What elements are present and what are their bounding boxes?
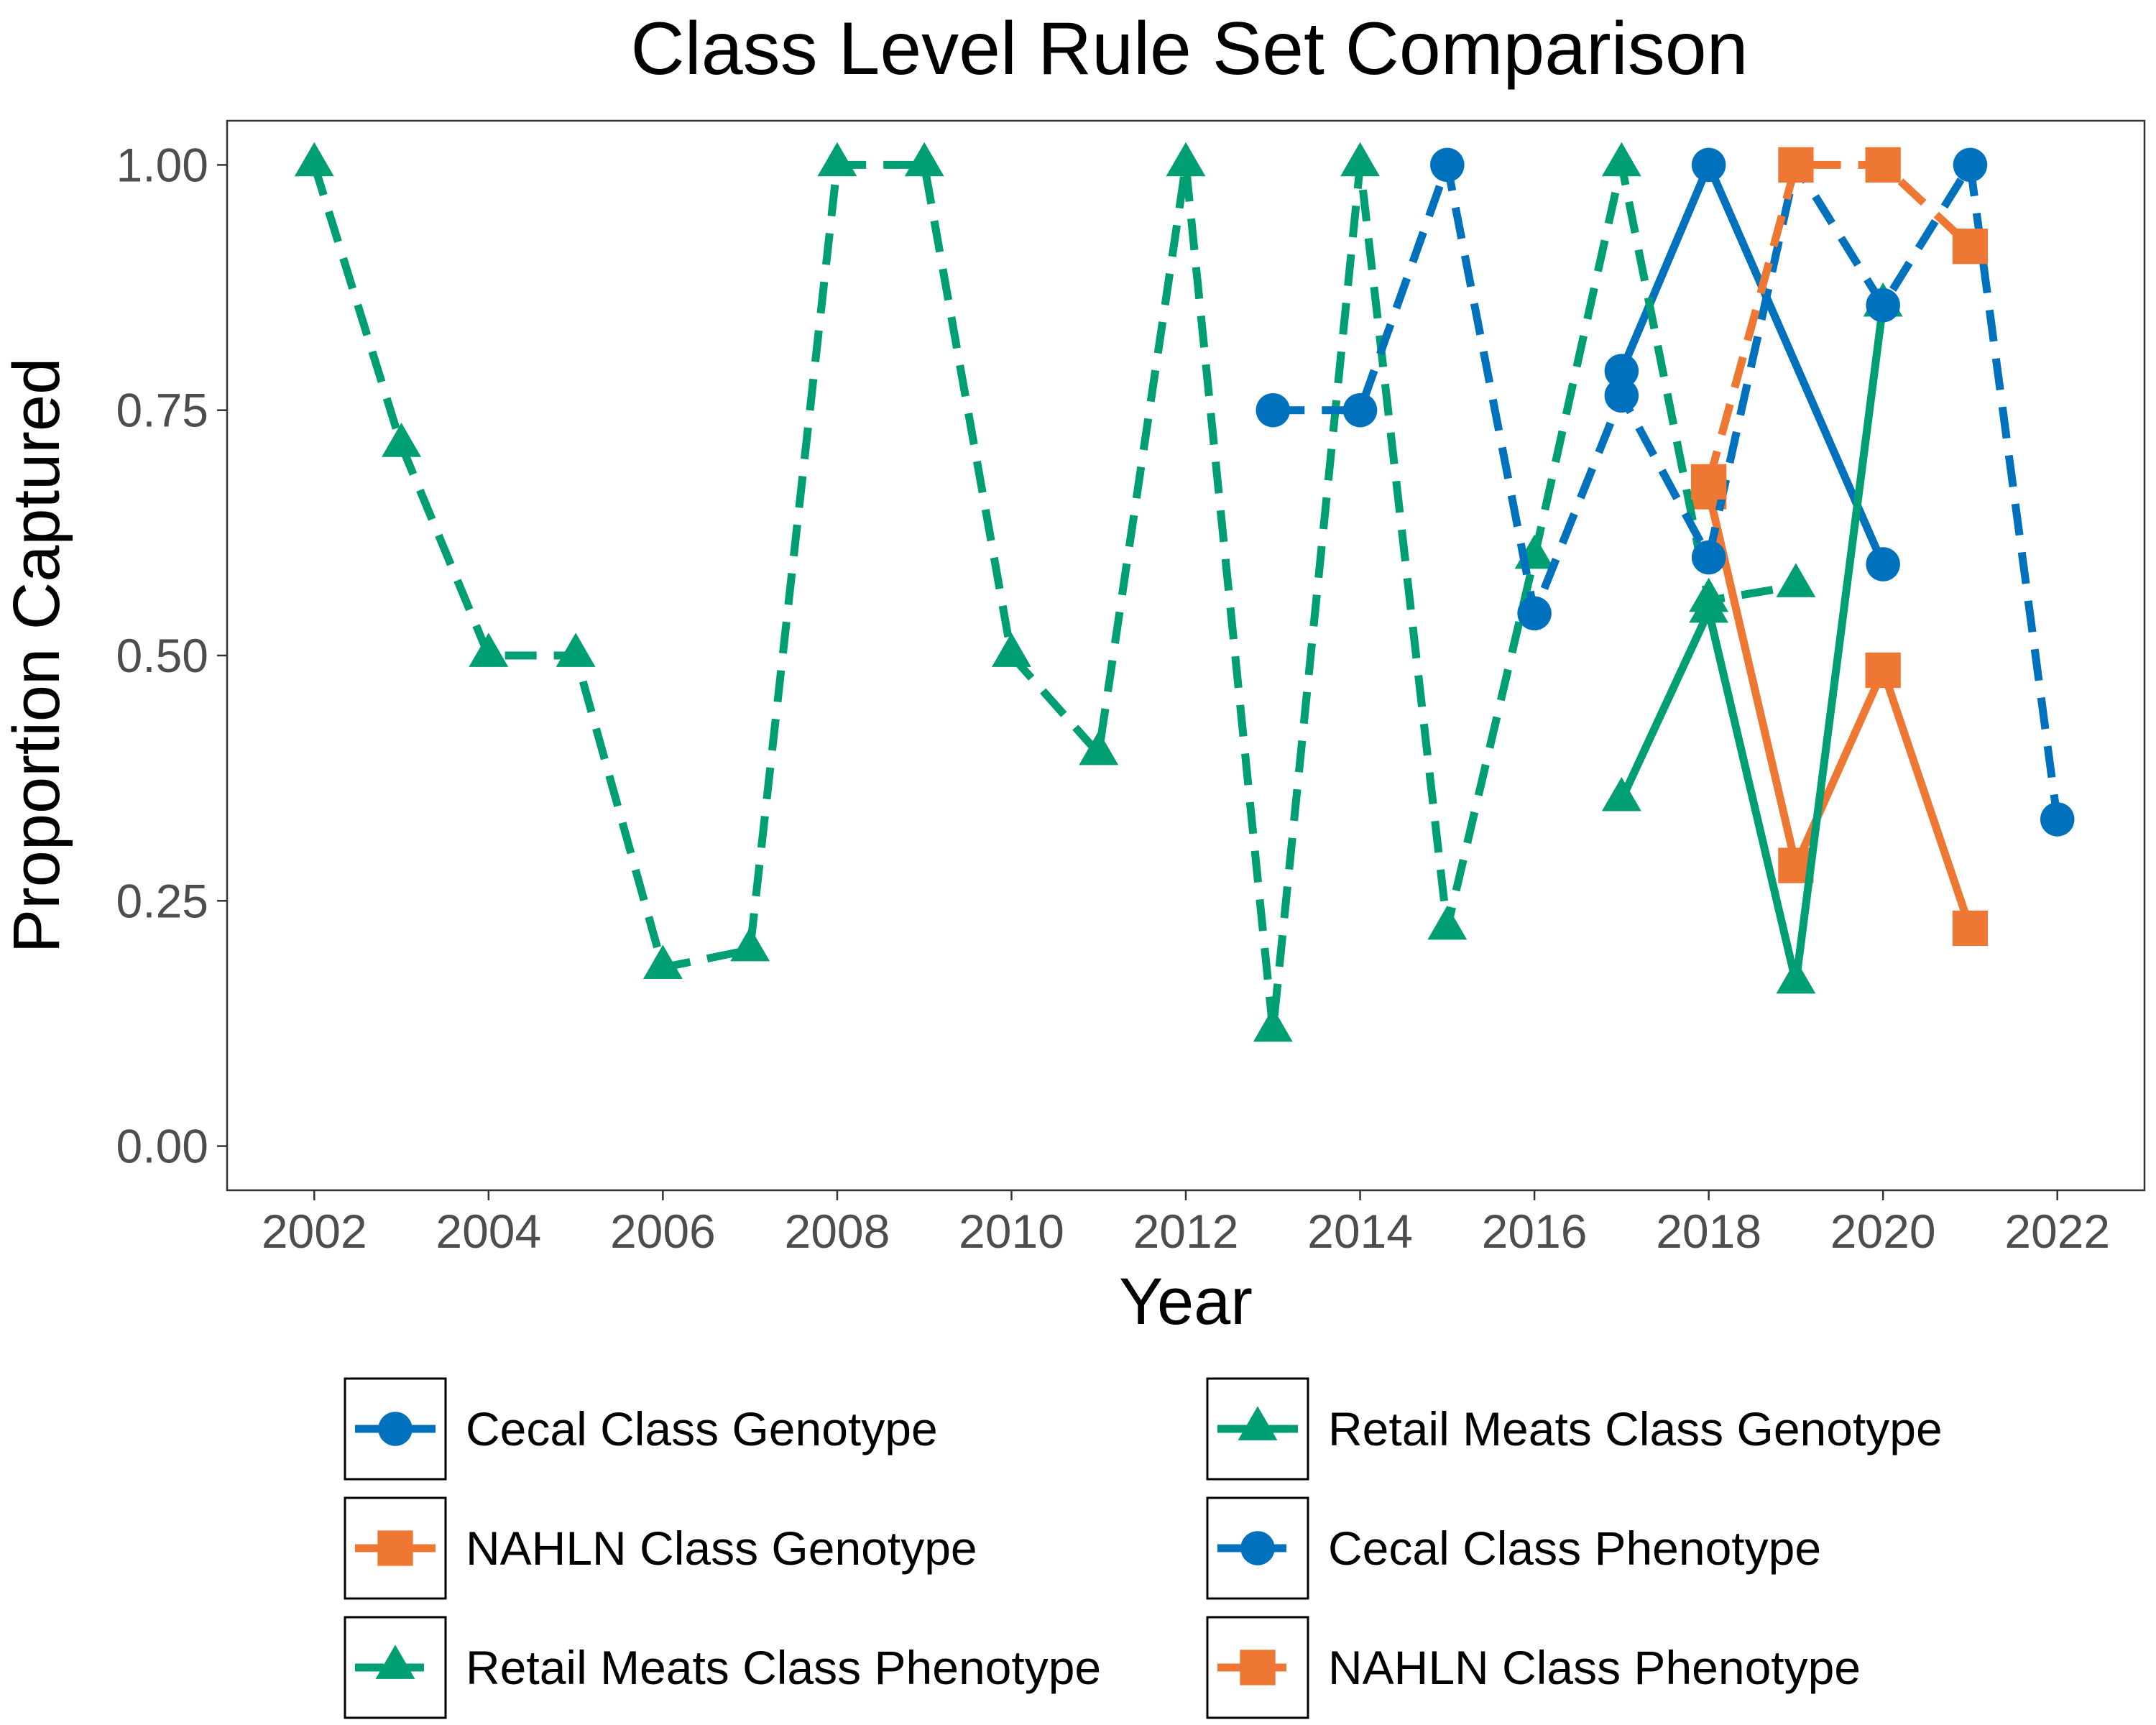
- data-point: [1866, 288, 1900, 323]
- x-tick-label: 2012: [1133, 1205, 1239, 1258]
- data-point: [1689, 588, 1729, 623]
- y-tick-label: 0.50: [116, 629, 208, 682]
- data-point: [817, 142, 857, 177]
- legend-key-marker: [378, 1412, 413, 1446]
- series-line: [1273, 160, 2062, 820]
- legend-item-cecal-class-genotype: Cecal Class Genotype: [344, 1377, 938, 1481]
- data-point: [1865, 652, 1901, 689]
- legend-label: Retail Meats Class Phenotype: [466, 1641, 1101, 1694]
- data-point: [294, 142, 334, 177]
- legend: Cecal Class Genotype Retail Meats Class G…: [344, 1377, 1943, 1719]
- legend-item-retail-meats-class-genotype: Retail Meats Class Genotype: [1206, 1377, 1943, 1481]
- data-point: [1601, 142, 1641, 177]
- data-point: [1691, 147, 1726, 183]
- x-axis: 2002 2004 2006 2008 2010 2012 2014 2016 2018 2020…: [262, 1190, 2110, 1258]
- data-point: [1340, 142, 1380, 177]
- legend-item-retail-meats-class-phenotype: Retail Meats Class Phenotype: [344, 1616, 1101, 1719]
- data-point: [1776, 959, 1816, 994]
- data-point: [1776, 563, 1816, 597]
- x-axis-title: Year: [1119, 1265, 1253, 1338]
- data-point: [1427, 905, 1468, 940]
- y-tick-label: 0.00: [116, 1120, 208, 1173]
- y-axis: 0.00 0.25 0.50 0.75 1.00: [116, 138, 227, 1173]
- x-tick-label: 2014: [1307, 1205, 1413, 1258]
- data-point: [642, 944, 683, 979]
- data-point: [2040, 802, 2075, 837]
- y-tick-label: 1.00: [116, 138, 208, 191]
- data-point: [1691, 540, 1726, 575]
- data-point: [1253, 1007, 1293, 1042]
- data-point: [1952, 910, 1989, 947]
- legend-item-cecal-class-phenotype: Cecal Class Phenotype: [1206, 1496, 1821, 1600]
- series-line: [1705, 160, 1973, 483]
- legend-label: NAHLN Class Phenotype: [1328, 1641, 1861, 1694]
- x-tick-label: 2018: [1656, 1205, 1761, 1258]
- data-point: [1952, 229, 1989, 264]
- y-tick-label: 0.25: [116, 874, 208, 927]
- data-point: [992, 632, 1031, 667]
- data-point: [1430, 147, 1465, 183]
- series-nahln-class-phenotype: [1690, 147, 1989, 500]
- x-tick-label: 2016: [1482, 1205, 1588, 1258]
- x-tick-label: 2010: [959, 1205, 1064, 1258]
- legend-label: Retail Meats Class Genotype: [1328, 1402, 1943, 1455]
- legend-label: Cecal Class Genotype: [466, 1402, 938, 1455]
- legend-key-marker: [1240, 1650, 1276, 1685]
- series-retail-meats-class-phenotype: [294, 142, 1816, 1042]
- plot-panel: [226, 119, 2146, 1192]
- legend-key-marker: [377, 1530, 413, 1566]
- x-tick-label: 2006: [610, 1205, 716, 1258]
- data-point: [1953, 147, 1988, 183]
- legend-key-marker: [1238, 1406, 1278, 1440]
- data-point: [904, 142, 944, 177]
- data-point: [1517, 596, 1552, 631]
- data-point: [1604, 354, 1639, 388]
- series-layer: [294, 142, 2075, 1042]
- data-point: [556, 632, 596, 667]
- data-point: [1866, 547, 1900, 581]
- data-point: [1079, 730, 1119, 765]
- data-point: [1166, 142, 1206, 177]
- data-point: [1604, 378, 1639, 413]
- data-point: [1256, 392, 1291, 428]
- x-tick-label: 2004: [436, 1205, 541, 1258]
- x-tick-label: 2020: [1830, 1205, 1936, 1258]
- legend-label: NAHLN Class Genotype: [466, 1522, 977, 1575]
- chart-title: Class Level Rule Set Comparison: [631, 7, 1749, 91]
- series-line: [310, 160, 1797, 1034]
- data-point: [469, 632, 509, 667]
- legend-item-nahln-class-genotype: NAHLN Class Genotype: [344, 1496, 977, 1600]
- data-point: [730, 926, 770, 962]
- legend-label: Cecal Class Phenotype: [1328, 1522, 1821, 1575]
- x-tick-label: 2008: [784, 1205, 890, 1258]
- y-tick-label: 0.75: [116, 384, 208, 437]
- data-point: [382, 423, 421, 457]
- data-point: [1778, 147, 1814, 183]
- series-line: [1618, 304, 1887, 987]
- y-axis-title: Proportion Captured: [0, 358, 73, 954]
- x-tick-label: 2002: [262, 1205, 367, 1258]
- x-tick-label: 2022: [2004, 1205, 2110, 1258]
- data-point: [1601, 776, 1641, 811]
- series-line: [1705, 490, 1974, 930]
- legend-key-marker: [375, 1644, 415, 1679]
- data-point: [1342, 392, 1378, 428]
- legend-item-nahln-class-phenotype: NAHLN Class Phenotype: [1206, 1616, 1861, 1719]
- data-point: [1865, 147, 1901, 183]
- data-point: [1690, 464, 1727, 500]
- legend-key-marker: [1240, 1531, 1275, 1565]
